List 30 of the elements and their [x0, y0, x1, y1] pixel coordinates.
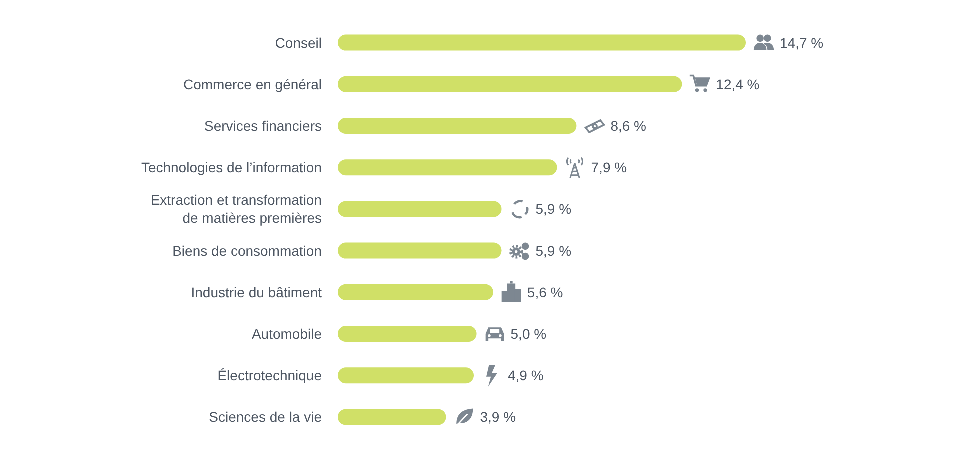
- bar: [338, 326, 477, 342]
- data-label: 8,6 %: [610, 118, 647, 134]
- y-tick-label: Commerce en général: [183, 76, 322, 92]
- bar: [338, 242, 502, 259]
- data-label: 4,9 %: [508, 368, 544, 384]
- bar: [338, 34, 746, 51]
- data-label: 5,0 %: [510, 326, 547, 342]
- y-tick-label: Services financiers: [204, 118, 322, 134]
- data-label: 7,9 %: [591, 160, 628, 176]
- y-tick-label: Sciences de la vie: [209, 409, 322, 426]
- data-label: 5,6 %: [527, 284, 564, 300]
- y-tick-label: Biens de consommation: [172, 242, 322, 259]
- bar: [338, 368, 474, 384]
- y-tick-label: Conseil: [275, 34, 322, 51]
- bar: [338, 76, 682, 92]
- bar: [338, 201, 502, 218]
- y-tick-label: Électrotechnique: [218, 368, 322, 384]
- bar: [338, 118, 577, 134]
- y-tick-label: Industrie du bâtiment: [191, 284, 322, 300]
- data-label: 14,7 %: [780, 34, 824, 51]
- data-label: 5,9 %: [536, 242, 572, 259]
- data-label: 12,4 %: [716, 76, 760, 92]
- bar: [338, 409, 446, 426]
- data-label: 5,9 %: [536, 201, 572, 218]
- y-tick-label: Automobile: [252, 326, 322, 342]
- y-tick-label: Extraction et transformation de matières premières: [150, 192, 322, 226]
- y-tick-label: Technologies de l’information: [141, 160, 322, 176]
- data-label: 3,9 %: [480, 409, 516, 426]
- bar: [338, 160, 558, 176]
- bar: [338, 284, 494, 300]
